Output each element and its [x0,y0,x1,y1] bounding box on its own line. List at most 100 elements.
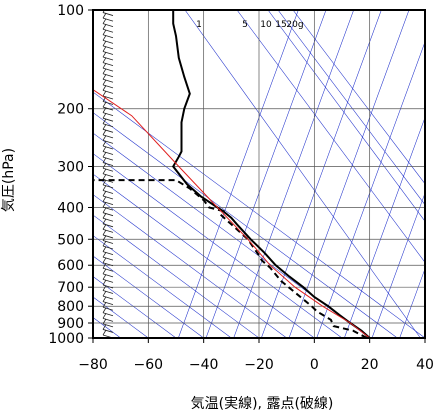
wind-barb [102,323,114,328]
mixing-ratio-label: 5 [242,20,248,30]
wind-barb-flag [102,79,107,86]
wind-barb-flag [102,174,107,180]
wind-barb [102,56,114,61]
wind-barb-flag [102,74,107,80]
wind-barb [102,223,114,228]
wind-barb [102,240,114,244]
mixing-ratio-line [277,10,425,206]
wind-barb-flag [102,146,107,152]
wind-barb [102,106,114,111]
wind-barb-flag [102,151,107,158]
wind-barb-flag [102,179,107,186]
wind-barb [102,217,114,222]
adiabat-line [371,192,425,338]
wind-barb [102,145,114,150]
mixing-ratio-line [292,10,425,185]
wind-barb [102,51,114,55]
y-tick-label: 1000 [48,331,84,347]
wind-barb-flag [102,279,107,286]
adiabat-line [233,10,354,338]
wind-barb [102,34,114,39]
wind-barb-flag [102,90,107,97]
wind-barb [102,273,114,278]
y-tick-label: 200 [57,102,84,118]
wind-barb-flag [102,118,107,124]
wind-barb [102,184,114,189]
wind-barb [102,23,114,28]
x-tick-label: 20 [361,357,379,373]
wind-barb-flag [102,290,107,297]
adiabat-line [205,10,327,338]
wind-barb [102,262,114,267]
wind-barb [102,195,114,200]
y-tick-label: 100 [57,3,84,19]
wind-barb [102,295,114,300]
wind-barb [102,284,114,289]
wind-barb [102,90,114,94]
wind-barb [102,279,114,283]
wind-barb-flag [102,129,107,136]
wind-barb-flag [102,163,107,169]
wind-barb [102,317,114,322]
mixing-ratio-labels: 1 5 10 15 20g [196,20,303,30]
wind-barb [102,78,114,83]
mixing-ratio-line [267,10,425,222]
x-tick-label: 0 [310,357,319,373]
wind-barb-flag [102,201,107,208]
wind-barb-flag [102,168,107,174]
wind-barb [102,117,114,122]
wind-barb [102,178,114,183]
wind-barb-flag [102,46,107,52]
wind-barb-flag [102,268,107,275]
mixing-ratio-label: 1 [196,20,202,30]
wind-barb-flag [102,112,107,119]
wind-barb [102,290,114,294]
wind-barb [102,228,114,233]
wind-barb [102,123,114,128]
wind-barb-flag [102,296,107,302]
wind-barb [102,12,114,16]
wind-barb [102,245,114,250]
wind-barb-flag [102,185,107,191]
wind-barb [102,162,114,167]
wind-barb [102,39,114,44]
profile-series [93,10,371,338]
isotherm-line [93,255,204,338]
x-tick-label: 40 [416,357,434,373]
y-tick-label: 600 [57,258,84,274]
wind-barb-flag [102,207,107,213]
wind-barb-flag [102,157,107,163]
series-line [93,89,371,338]
wind-barb-flag [102,329,107,336]
wind-barb [102,62,114,66]
wind-barb-flag [102,307,107,313]
isotherm-line [93,214,260,338]
x-tick-label: −60 [134,357,164,373]
x-axis-ticks: −80 −60 −40 −20 0 20 40 [78,338,434,373]
wind-barb [102,173,114,178]
wind-barb-flag [102,196,107,202]
wind-barb [102,128,114,133]
wind-barb-flag [102,140,107,147]
wind-barb-flag [102,251,107,258]
series-line [93,179,368,338]
isotherm-line [93,153,343,338]
mixing-ratio-line [236,10,425,263]
mixing-ratio-label: 10 [260,20,272,30]
wind-barb-flag [102,68,107,74]
wind-barb [102,301,114,306]
wind-barb [102,17,114,22]
wind-barb-flag [102,101,107,108]
adiabat-line [427,10,435,338]
wind-barb [102,312,114,317]
mixing-ratio-lines [184,10,425,338]
wind-barb-flag [102,135,107,141]
wind-barb-flag [102,263,107,269]
wind-barb [102,95,114,100]
isotherm-line [93,112,398,338]
wind-barb [102,156,114,161]
wind-barb-flag [102,190,107,197]
mixing-ratio-label: 20g [286,20,303,30]
wind-barb-flag [102,274,107,280]
